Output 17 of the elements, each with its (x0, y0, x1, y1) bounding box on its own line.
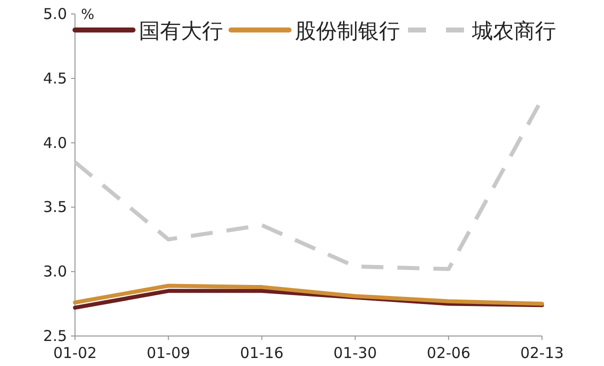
line-series (73, 284, 544, 306)
y-tick-label: 2.5 (43, 327, 67, 345)
y-tick-label: 4.5 (43, 69, 67, 88)
y-tick-label: 4.0 (43, 134, 67, 152)
legend-label: 股份制银行 (295, 19, 400, 43)
y-axis-title: % (81, 7, 94, 23)
x-tick-label: 01-16 (240, 344, 284, 362)
x-tick-label: 01-02 (53, 344, 97, 362)
x-tick-label: 02-06 (426, 344, 470, 362)
y-tick-label: 5.0 (43, 5, 67, 23)
legend-label: 城农商行 (471, 19, 556, 43)
legend-label: 国有大行 (139, 19, 223, 43)
x-tick-label: 02-13 (520, 344, 564, 362)
x-tick-label: 01-30 (333, 344, 377, 362)
y-tick-label: 3.0 (43, 262, 67, 281)
y-tick-label: 3.5 (43, 198, 67, 216)
x-tick-label: 01-09 (146, 344, 190, 362)
